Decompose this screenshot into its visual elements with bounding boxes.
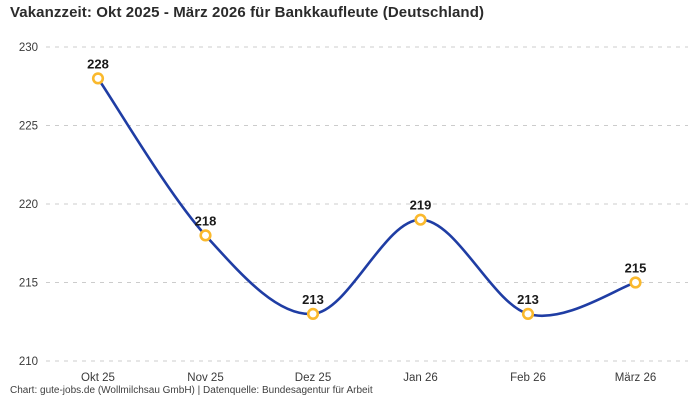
data-point-marker[interactable] xyxy=(91,72,105,85)
chart-title: Vakanzzeit: Okt 2025 - März 2026 für Ban… xyxy=(10,4,485,21)
y-tick-label: 220 xyxy=(19,199,38,211)
y-tick-label: 230 xyxy=(19,42,38,54)
x-axis-label: Jan 26 xyxy=(403,372,438,384)
y-tick-label: 215 xyxy=(19,278,38,290)
x-axis-label: Nov 25 xyxy=(187,372,223,384)
x-axis-label: Feb 26 xyxy=(510,372,546,384)
data-point-value: 215 xyxy=(625,261,647,276)
y-tick-label: 210 xyxy=(19,356,38,368)
data-point-marker[interactable] xyxy=(306,307,320,321)
x-axis-label: Okt 25 xyxy=(81,372,115,384)
trend-line xyxy=(96,77,637,317)
chart-attribution: Chart: gute-jobs.de (Wollmilchsau GmbH) … xyxy=(10,385,373,396)
y-tick-label: 225 xyxy=(19,121,38,133)
data-point-marker[interactable] xyxy=(414,213,427,226)
data-point-marker[interactable] xyxy=(521,307,535,321)
x-axis-label: März 26 xyxy=(615,372,657,384)
data-point-value: 213 xyxy=(302,292,324,307)
data-point-value: 228 xyxy=(87,56,109,71)
data-point-value: 218 xyxy=(195,213,217,228)
data-point-marker[interactable] xyxy=(629,276,642,289)
data-point-marker[interactable] xyxy=(199,229,212,242)
data-point-value: 219 xyxy=(410,198,432,213)
x-axis-label: Dez 25 xyxy=(295,372,331,384)
data-point-value: 213 xyxy=(517,292,539,307)
